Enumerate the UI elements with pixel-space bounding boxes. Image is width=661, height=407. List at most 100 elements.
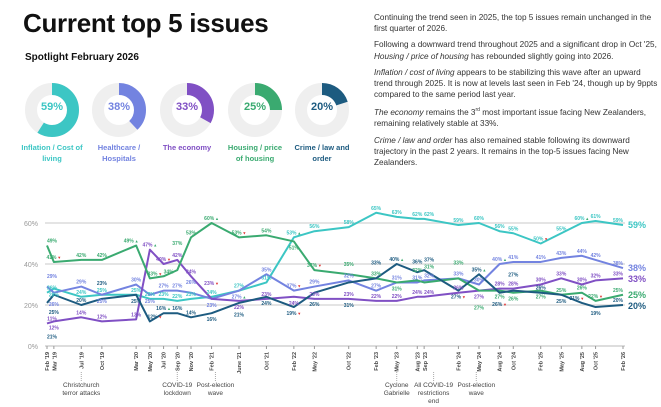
- data-label-housing: 33%: [453, 260, 464, 266]
- data-label-inflation: 23%: [159, 292, 170, 298]
- annotation-label: lockdown: [164, 390, 191, 397]
- data-label-inflation: 55%: [556, 226, 567, 232]
- x-tick-label: Feb '25: [539, 352, 545, 371]
- donut-4: 20% Crime / law and order: [292, 82, 352, 164]
- data-label-healthcare: 27%▲: [232, 295, 247, 301]
- data-label-economy: 12%: [49, 325, 60, 331]
- data-label-economy: 42%: [172, 253, 183, 259]
- donut-fill: [25, 83, 79, 137]
- commentary-p1: Continuing the trend seen in 2025, the t…: [374, 13, 652, 34]
- x-tick-label: Sep '23: [423, 352, 429, 371]
- end-label-healthcare: 38%: [628, 263, 646, 273]
- x-tick-label: Aug '24: [498, 351, 504, 372]
- y-tick-label: 40%: [24, 262, 38, 269]
- flag-up-icon: ▲: [400, 257, 404, 262]
- donut-label: Crime / law and order: [294, 143, 350, 163]
- data-label-economy: 24%: [412, 290, 423, 296]
- data-label-inflation: 31%: [261, 275, 272, 281]
- data-label-healthcare: 25%: [97, 299, 108, 305]
- end-label-crime: 20%: [628, 301, 646, 311]
- data-label-inflation: 22%: [172, 294, 183, 300]
- data-label-healthcare: 41%: [536, 255, 547, 261]
- text: has rebounded slightly going into 2026.: [468, 51, 614, 61]
- donut-3: 25% Housing / price of housing: [225, 82, 285, 164]
- data-label-crime: 20%: [76, 298, 87, 304]
- data-label-inflation: 62%: [424, 212, 435, 218]
- flag-down-icon: ▼: [599, 294, 603, 299]
- annotation-label: Post-election: [457, 382, 495, 389]
- data-label-housing: 25%: [556, 288, 567, 294]
- data-label-crime: 16%: [172, 306, 183, 312]
- issue-name: Inflation / cost of living: [374, 67, 455, 77]
- data-label-economy: 13%: [131, 312, 142, 318]
- data-label-healthcare: 29%: [47, 274, 58, 280]
- donut-ring: [295, 83, 349, 137]
- x-tick-label: Mar '19: [53, 352, 59, 371]
- data-label-healthcare: 31%: [392, 275, 403, 281]
- donut-label: Housing / price of housing: [227, 143, 283, 163]
- data-label-economy: 24%: [424, 290, 435, 296]
- data-label-economy: 30%: [536, 278, 547, 284]
- data-label-inflation: 50%▼: [533, 237, 548, 243]
- data-label-housing: 42%: [76, 253, 87, 259]
- x-tick-label: Mar '20: [134, 352, 140, 371]
- data-label-inflation: 65%: [371, 206, 382, 212]
- donut-ring: [160, 83, 214, 137]
- issue-name: Housing / price of housing: [374, 51, 469, 61]
- data-label-housing: 41%▼: [46, 255, 61, 261]
- end-label-economy: 33%: [628, 274, 646, 284]
- x-tick-label: Oct '21: [264, 352, 270, 370]
- data-label-crime: 24%: [261, 301, 272, 307]
- x-tick-label: Oct '24: [511, 351, 517, 370]
- data-label-inflation: 56%: [495, 224, 506, 230]
- data-label-healthcare: 40%▲: [492, 257, 507, 263]
- data-label-healthcare: 30%: [131, 278, 142, 284]
- commentary-p4: The economy remains the 3rd most importa…: [374, 105, 659, 129]
- data-label-healthcare: 26%: [186, 280, 197, 286]
- data-label-housing: 37%▼: [307, 263, 322, 269]
- data-label-inflation: 24%: [76, 290, 87, 296]
- flag-up-icon: ▲: [135, 239, 139, 244]
- annotation-label: wave: [207, 390, 224, 397]
- data-label-economy: 28%: [508, 282, 519, 288]
- text: most important issue facing New Zealande…: [374, 108, 647, 129]
- data-label-economy: 11%: [47, 316, 57, 322]
- spotlight-subtitle: Spotlight February 2026: [25, 52, 139, 63]
- data-label-housing: 49%: [47, 239, 58, 245]
- flag-down-icon: ▼: [297, 311, 301, 316]
- donut-label: Inflation / Cost of living: [21, 143, 83, 163]
- data-label-housing: 33%▼: [147, 271, 162, 277]
- data-label-healthcare: 23%: [207, 303, 218, 309]
- flag-down-icon: ▼: [57, 255, 61, 260]
- data-label-crime: 40%▲: [389, 257, 404, 263]
- data-label-economy: 26%: [453, 286, 464, 292]
- data-label-healthcare: 33%: [453, 271, 464, 277]
- data-label-crime: 31%: [344, 303, 355, 309]
- data-label-housing: 27%: [495, 295, 506, 301]
- data-label-healthcare: 29%: [309, 280, 320, 286]
- issue-name: The economy: [374, 108, 424, 118]
- data-label-economy: 28%: [495, 282, 506, 288]
- data-label-crime: 16%: [207, 317, 218, 323]
- data-label-crime: 27%: [508, 273, 519, 279]
- data-label-healthcare: 31%: [412, 275, 423, 281]
- data-label-economy: 27%: [474, 295, 485, 301]
- flag-up-icon: ▲: [297, 230, 301, 235]
- data-label-inflation: 24%: [207, 290, 218, 296]
- data-label-housing: 42%: [97, 253, 108, 259]
- data-label-economy: 14%: [76, 310, 87, 316]
- donut-value: 38%: [107, 101, 131, 113]
- flag-down-icon: ▼: [242, 230, 246, 235]
- y-tick-label: 20%: [24, 303, 38, 310]
- data-label-healthcare: 43%: [556, 251, 567, 257]
- data-label-crime: 19%▼: [286, 311, 301, 317]
- x-tick-label: Feb '26: [621, 352, 627, 371]
- data-label-inflation: 25%: [131, 288, 142, 294]
- annotation-label: terror attacks: [62, 390, 101, 397]
- flag-down-icon: ▼: [503, 302, 507, 307]
- data-label-inflation: 59%: [613, 218, 624, 224]
- x-tick-label: Jul '20: [162, 352, 168, 369]
